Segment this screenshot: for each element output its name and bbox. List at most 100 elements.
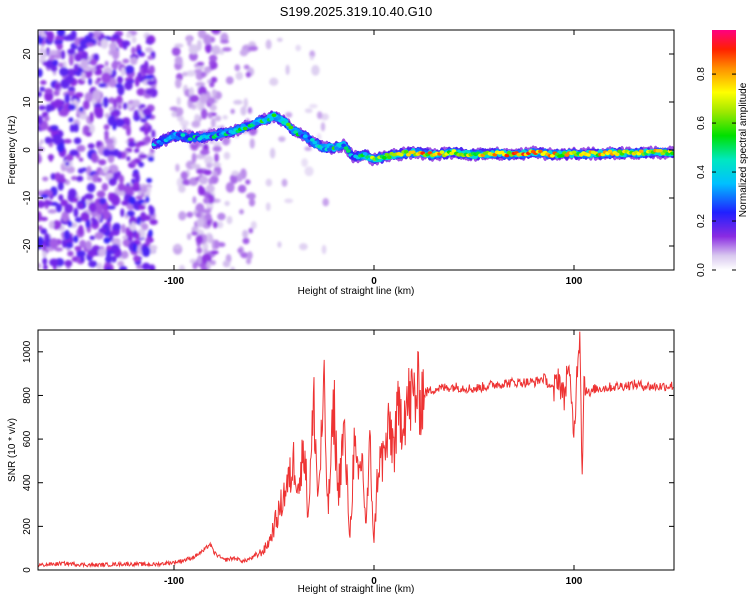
ridge-cell xyxy=(276,116,282,120)
noise-blob xyxy=(110,195,121,206)
noise-blob xyxy=(53,89,60,97)
noise-blob xyxy=(101,210,111,220)
noise-blob xyxy=(301,158,308,168)
noise-blob xyxy=(81,71,86,81)
noise-blob xyxy=(237,184,247,193)
y-tick-label: -10 xyxy=(22,190,33,205)
noise-blob xyxy=(56,142,65,153)
ridge-cell xyxy=(504,153,510,158)
noise-blob xyxy=(245,71,251,78)
noise-blob xyxy=(277,241,282,248)
noise-blob xyxy=(133,255,141,262)
noise-blob xyxy=(49,258,59,267)
noise-blob xyxy=(91,152,98,163)
noise-blob xyxy=(88,77,93,86)
noise-blob xyxy=(96,190,106,198)
noise-blob xyxy=(243,97,249,109)
noise-blob xyxy=(121,250,129,259)
noise-blob xyxy=(148,204,153,212)
noise-blob xyxy=(208,112,213,119)
noise-blob xyxy=(145,195,150,203)
noise-blob xyxy=(38,154,42,164)
noise-blob xyxy=(112,98,118,109)
noise-blob xyxy=(119,265,128,270)
noise-blob xyxy=(146,177,153,183)
colorbar-tick-label: 0.0 xyxy=(696,263,707,277)
noise-blob xyxy=(186,233,192,240)
noise-blob xyxy=(196,61,205,66)
noise-blob xyxy=(304,166,314,177)
noise-blob xyxy=(98,83,107,88)
noise-blob xyxy=(106,205,116,210)
noise-blob xyxy=(74,53,83,62)
noise-blob xyxy=(145,39,153,45)
noise-blob xyxy=(69,124,75,133)
noise-blob xyxy=(175,107,184,117)
noise-blob xyxy=(123,42,128,50)
noise-blob xyxy=(102,148,111,157)
x-tick-label: 100 xyxy=(566,276,583,287)
noise-blob xyxy=(67,103,76,111)
noise-blob xyxy=(118,174,125,184)
noise-blob xyxy=(188,52,198,62)
noise-blob xyxy=(130,159,137,166)
noise-blob xyxy=(97,177,102,183)
noise-blob xyxy=(82,100,90,110)
noise-blob xyxy=(235,71,244,81)
noise-blob xyxy=(210,117,216,129)
noise-blob xyxy=(208,177,213,186)
noise-blob xyxy=(64,203,74,214)
noise-blob xyxy=(77,224,84,236)
noise-blob xyxy=(107,153,115,164)
ridge-cell xyxy=(293,130,298,134)
colorbar-ticks: 0.0 0.2 0.4 0.6 0.8 xyxy=(696,67,736,277)
noise-blob xyxy=(47,209,57,214)
noise-blob xyxy=(128,230,134,239)
noise-blob xyxy=(240,106,247,116)
noise-blob xyxy=(44,88,53,95)
ridge-cell xyxy=(449,151,454,156)
noise-blob xyxy=(125,65,135,75)
noise-blob xyxy=(233,99,243,105)
noise-blob xyxy=(212,162,222,168)
noise-blob xyxy=(58,62,64,68)
noise-blob xyxy=(234,64,241,72)
noise-blob xyxy=(151,84,157,90)
noise-blob xyxy=(108,49,113,56)
noise-blob xyxy=(58,194,64,201)
y-tick-label: 400 xyxy=(22,474,33,491)
noise-blob xyxy=(88,123,95,134)
noise-blob xyxy=(138,161,145,168)
noise-blob xyxy=(278,136,286,142)
ridge-cell xyxy=(271,113,277,118)
noise-blob xyxy=(190,163,201,169)
noise-blob xyxy=(196,217,205,228)
noise-blob xyxy=(98,227,108,234)
noise-blob xyxy=(225,182,235,193)
noise-blob xyxy=(212,145,222,152)
noise-blob xyxy=(67,188,77,199)
ridge-cell xyxy=(288,125,294,130)
spectrogram-y-ticks: -20 -10 0 10 20 xyxy=(22,48,674,253)
noise-blob xyxy=(212,221,218,229)
noise-blob xyxy=(52,220,62,230)
noise-blob xyxy=(49,238,59,249)
noise-blob xyxy=(77,168,84,174)
ridge-cell xyxy=(451,149,457,153)
noise-blob xyxy=(76,175,84,182)
noise-blob xyxy=(44,91,54,102)
noise-blob xyxy=(206,260,211,270)
noise-blob xyxy=(125,32,132,39)
noise-blob xyxy=(249,138,255,149)
noise-blob xyxy=(86,175,93,181)
y-tick-label: 800 xyxy=(22,387,33,404)
noise-blob xyxy=(198,184,204,196)
noise-blob xyxy=(52,133,62,145)
noise-blob xyxy=(240,252,249,259)
x-tick-label: 0 xyxy=(371,576,377,587)
noise-blob xyxy=(64,93,70,104)
noise-blob xyxy=(222,115,228,120)
ridge-cell xyxy=(302,134,308,139)
noise-blob xyxy=(42,257,48,266)
noise-blob xyxy=(108,177,117,186)
